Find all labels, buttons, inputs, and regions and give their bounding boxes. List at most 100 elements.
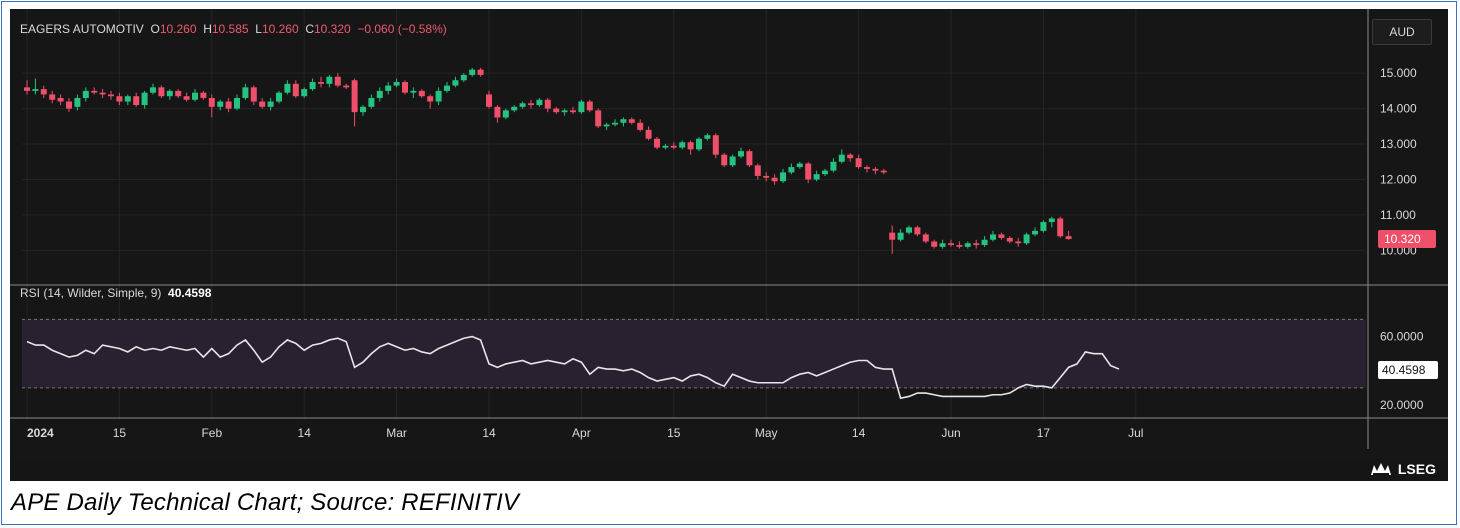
candle-body — [284, 83, 291, 93]
candle-body — [687, 142, 694, 150]
x-tick-label: 15 — [113, 426, 127, 440]
candle-body — [301, 89, 308, 97]
candle-body — [544, 99, 551, 109]
x-tick-label: 15 — [667, 426, 681, 440]
candle-body — [561, 110, 568, 113]
candle-body — [410, 90, 417, 93]
ohlc-high-key: H — [203, 22, 212, 36]
candle-body — [948, 243, 954, 246]
rsi-tick-label: 20.0000 — [1380, 398, 1424, 412]
figure-caption: APE Daily Technical Chart; Source: REFIN… — [11, 489, 520, 516]
candle-body — [141, 92, 148, 106]
ohlc-low-key: L — [255, 22, 262, 36]
candle-body — [435, 90, 442, 102]
candle-body — [914, 227, 921, 235]
price-chart: 10.00011.00012.00013.00014.00015.00010.3… — [10, 9, 1448, 449]
candle-body — [1006, 237, 1013, 242]
candle-body — [1015, 241, 1022, 244]
candle-body — [158, 87, 165, 97]
candle-body — [654, 138, 660, 148]
candle-body — [82, 90, 89, 98]
ohlc-open: 10.260 — [159, 22, 197, 36]
candle-body — [922, 234, 929, 242]
candle-body — [864, 167, 870, 169]
candle-body — [66, 101, 72, 109]
candle-body — [729, 156, 736, 166]
candle-body — [855, 158, 862, 168]
candle-body — [225, 101, 232, 109]
candle-body — [754, 165, 761, 176]
candle-body — [427, 96, 434, 102]
candle-body — [40, 89, 47, 95]
candle-body — [133, 96, 140, 106]
candle-body — [738, 151, 744, 157]
candle-body — [166, 90, 173, 97]
lseg-logo: LSEG — [1370, 461, 1436, 477]
candle-body — [444, 85, 450, 91]
candle-body — [217, 101, 224, 107]
candle-body — [460, 74, 467, 81]
price-tick-label: 14.000 — [1380, 102, 1417, 116]
last-price-label: 10.320 — [1384, 232, 1421, 246]
candle-body — [964, 243, 971, 247]
candle-body — [830, 161, 837, 171]
candle-body — [376, 90, 383, 98]
candle-body — [553, 108, 560, 113]
candle-body — [628, 119, 635, 123]
brand-bar: LSEG — [10, 458, 1448, 481]
candle-body — [91, 90, 98, 93]
candle-body — [486, 94, 492, 107]
ohlc-open-key: O — [150, 22, 160, 36]
candle-body — [108, 94, 114, 97]
candle-body — [998, 234, 1005, 238]
candle-body — [645, 129, 652, 139]
candle-body — [880, 170, 887, 173]
candle-body — [595, 110, 602, 127]
candle-body — [973, 243, 980, 246]
x-tick-label: Jul — [1128, 426, 1143, 440]
candle-body — [360, 106, 366, 113]
candle-body — [847, 154, 854, 159]
candle-body — [780, 172, 786, 182]
candle-body — [99, 92, 106, 95]
candle-body — [570, 110, 576, 113]
candle-body — [124, 96, 131, 102]
x-tick-label: Jun — [941, 426, 960, 440]
candle-body — [469, 69, 476, 75]
candle-body — [805, 163, 812, 180]
chart-panel: 10.000 11.000 12.000 13.000 14.000 15.000 10.3… — [10, 9, 1448, 481]
x-tick-label: 14 — [298, 426, 312, 440]
candle-body — [259, 101, 266, 107]
rsi-value: 40.4598 — [168, 286, 212, 300]
candle-body — [939, 243, 946, 247]
ohlc-close: 10.320 — [313, 22, 351, 36]
candle-body — [32, 89, 39, 91]
candle-body — [452, 80, 459, 86]
candle-body — [796, 163, 803, 168]
x-tick-label: May — [755, 426, 778, 440]
currency-button[interactable]: AUD — [1372, 19, 1432, 45]
candle-body — [402, 82, 408, 93]
price-tick-label: 15.000 — [1380, 66, 1417, 80]
candle-body — [511, 106, 518, 111]
price-tick-label: 13.000 — [1380, 137, 1417, 151]
lseg-icon — [1370, 463, 1391, 475]
candle-body — [712, 135, 719, 155]
candle-body — [519, 103, 526, 107]
candle-body — [822, 170, 828, 175]
rsi-legend: RSI (14, Wilder, Simple, 9) 40.4598 — [20, 286, 211, 300]
candle-body — [528, 103, 534, 106]
candle-body — [502, 110, 509, 118]
candle-body — [326, 76, 333, 84]
candle-body — [150, 87, 156, 93]
x-tick-label: Apr — [572, 426, 591, 440]
x-tick-label: 17 — [1037, 426, 1051, 440]
candle-body — [536, 99, 543, 106]
candle-body — [931, 241, 938, 247]
candle-body — [418, 90, 425, 97]
candle-body — [393, 82, 400, 86]
candle-body — [234, 97, 240, 109]
x-tick-label: Feb — [201, 426, 222, 440]
candle-body — [183, 96, 190, 100]
